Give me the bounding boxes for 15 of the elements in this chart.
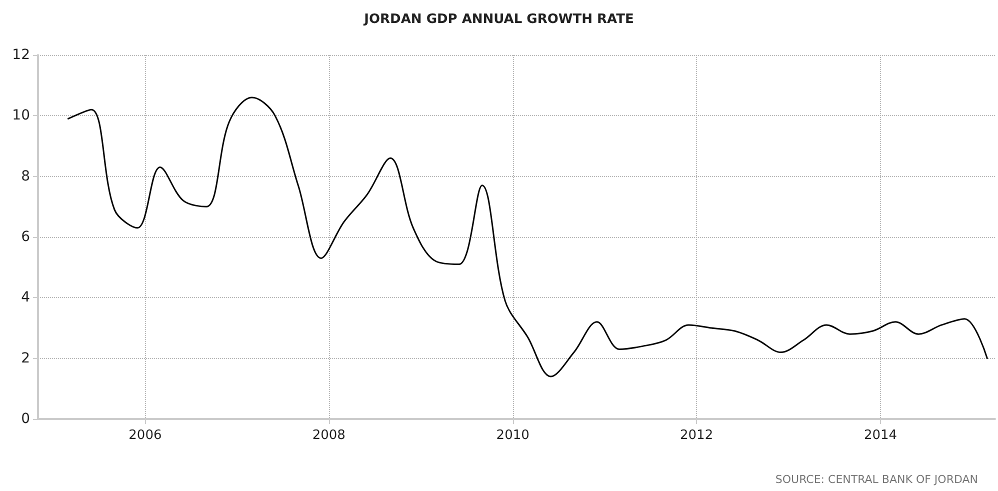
source-note: SOURCE: CENTRAL BANK OF JORDAN [775,473,978,486]
x-tick-label: 2012 [680,428,714,443]
x-tick-label: 2008 [312,428,346,443]
y-tick-label: 10 [12,108,30,124]
y-tick-label: 8 [21,168,30,184]
x-tick-label: 2006 [128,428,162,443]
x-tick-label: 2014 [864,428,898,443]
x-tick-label: 2010 [496,428,530,443]
y-tick-label: 0 [21,411,30,427]
line-series [67,96,988,378]
y-tick-label: 6 [21,229,30,245]
y-tick-label: 2 [21,350,30,366]
chart-title: JORDAN GDP ANNUAL GROWTH RATE [363,12,634,27]
y-tick-label: 12 [12,47,30,63]
y-tick-label: 4 [21,290,30,306]
